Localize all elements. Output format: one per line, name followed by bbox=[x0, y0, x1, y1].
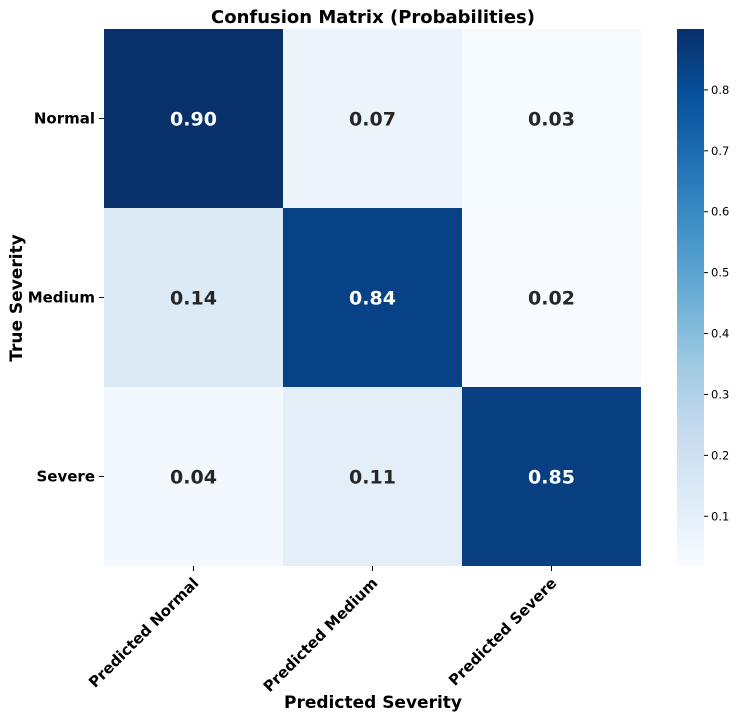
colorbar-tick-label: 0.8 bbox=[711, 83, 729, 97]
heatmap-cell bbox=[462, 29, 641, 208]
heatmap-cell-label: 0.04 bbox=[170, 467, 217, 489]
colorbar-ticks: 0.1 0.2 0.3 0.4 0.5 0.6 0.7 0.8 bbox=[704, 83, 729, 523]
heatmap-cell bbox=[104, 29, 283, 208]
heatmap-cell bbox=[283, 29, 462, 208]
colorbar-tick-label: 0.1 bbox=[711, 509, 729, 523]
x-tick-label: Predicted Severe bbox=[445, 574, 560, 689]
heatmap-cell bbox=[104, 208, 283, 387]
heatmap-cell-labels: 0.90 0.07 0.03 0.14 0.84 0.02 0.04 0.11 0.85 bbox=[170, 109, 575, 489]
colorbar-tick-label: 0.4 bbox=[711, 327, 729, 341]
y-tick-label: Severe bbox=[37, 468, 96, 486]
colorbar-tick-label: 0.3 bbox=[711, 387, 729, 401]
heatmap-cell-label: 0.90 bbox=[170, 109, 217, 131]
y-tick-label: Medium bbox=[28, 289, 95, 307]
chart-title: Confusion Matrix (Probabilities) bbox=[211, 7, 535, 28]
heatmap-cell-label: 0.85 bbox=[528, 467, 575, 489]
heatmap-cells bbox=[104, 29, 641, 566]
heatmap-cell-label: 0.03 bbox=[528, 109, 575, 131]
x-tick-label: Predicted Medium bbox=[260, 574, 382, 696]
x-tick-label: Predicted Normal bbox=[85, 574, 202, 691]
heatmap-cell bbox=[283, 387, 462, 566]
colorbar-tick-label: 0.2 bbox=[711, 448, 729, 462]
heatmap-cell bbox=[462, 208, 641, 387]
y-axis-ticks: Normal Medium Severe bbox=[28, 110, 104, 486]
heatmap-cell bbox=[104, 387, 283, 566]
colorbar-tick-label: 0.6 bbox=[711, 205, 729, 219]
y-axis-label: True Severity bbox=[7, 234, 27, 361]
heatmap-cell bbox=[283, 208, 462, 387]
x-axis-ticks: Predicted Normal Predicted Medium Predicte… bbox=[85, 566, 560, 696]
heatmap-cell-label: 0.11 bbox=[349, 467, 396, 489]
heatmap-cell-label: 0.07 bbox=[349, 109, 396, 131]
heatmap-cell bbox=[462, 387, 641, 566]
heatmap-cell-label: 0.84 bbox=[349, 288, 396, 310]
y-tick-label: Normal bbox=[34, 110, 95, 128]
colorbar bbox=[677, 29, 704, 565]
heatmap-cell-label: 0.02 bbox=[528, 288, 575, 310]
colorbar-tick-label: 0.5 bbox=[711, 266, 729, 280]
colorbar-tick-label: 0.7 bbox=[711, 144, 729, 158]
heatmap-cell-label: 0.14 bbox=[170, 288, 217, 310]
x-axis-label: Predicted Severity bbox=[284, 693, 462, 713]
